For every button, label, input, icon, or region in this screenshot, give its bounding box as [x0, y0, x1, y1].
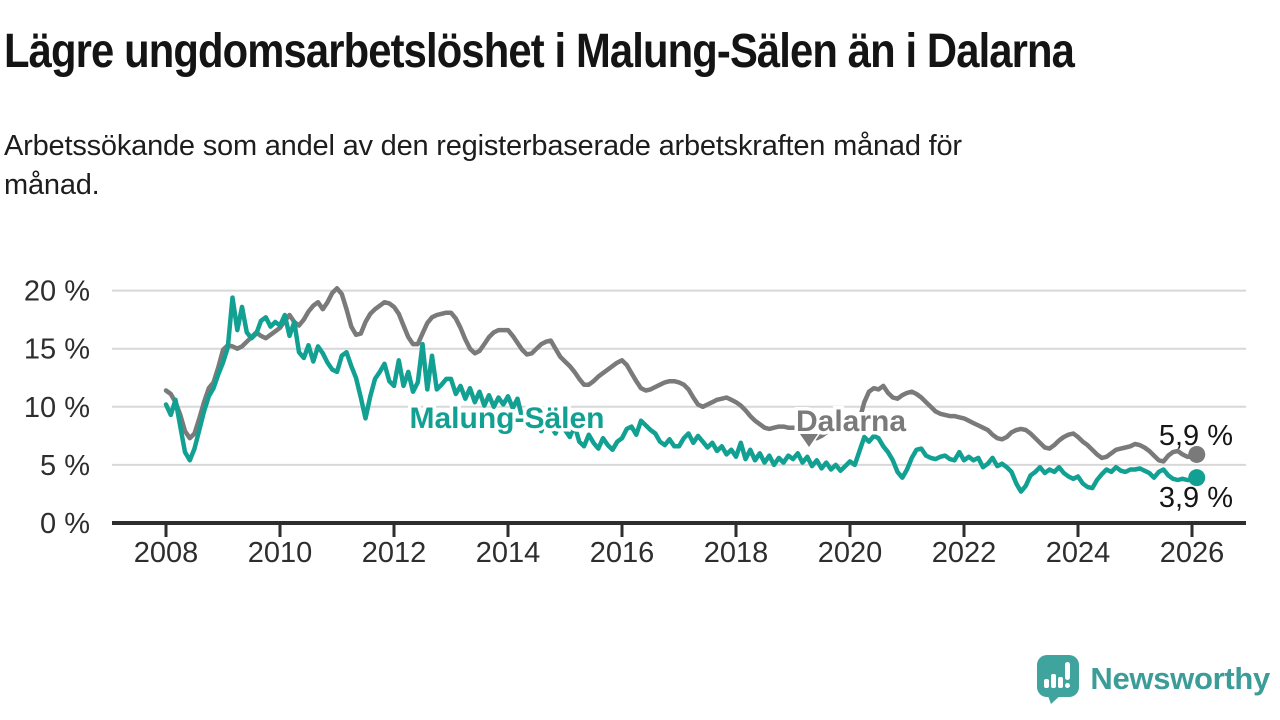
- x-axis-label: 2020: [818, 537, 883, 569]
- x-axis-label: 2024: [1046, 537, 1111, 569]
- line-chart: 0 % 5 % 10 % 15 % 20 % 2008 2010 2012 2014 2016 20…: [24, 276, 1246, 569]
- y-axis-label: 0 %: [40, 508, 90, 540]
- x-axis-label: 2026: [1160, 537, 1225, 569]
- y-axis-label: 10 %: [24, 392, 90, 424]
- series-line-dalarna: [163, 286, 1200, 464]
- newsworthy-branding: Newsworthy: [1036, 654, 1270, 704]
- end-dot-dalarna: [1188, 445, 1206, 463]
- x-axis-label: 2014: [476, 537, 541, 569]
- x-axis-label: 2012: [362, 537, 427, 569]
- end-dot-malung-s-len: [1188, 469, 1206, 487]
- y-axis-label: 5 %: [40, 450, 90, 482]
- y-axis-label: 15 %: [24, 334, 90, 366]
- end-label-malung-salen: 3,9 %: [1159, 482, 1233, 514]
- x-axis-label: 2010: [248, 537, 313, 569]
- chart-subtitle: Arbetssökande som andel av den registerb…: [4, 130, 962, 201]
- x-axis-label: 2022: [932, 537, 997, 569]
- x-axis-label: 2008: [134, 537, 199, 569]
- series-line-malung-s-len: [163, 295, 1200, 494]
- chart-title: Lägre ungdomsarbetslöshet i Malung-Sälen…: [4, 25, 1075, 78]
- end-label-dalarna: 5,9 %: [1159, 420, 1233, 452]
- newsworthy-wordmark: Newsworthy: [1090, 661, 1270, 696]
- series-label-malung-salen: Malung-Sälen: [409, 402, 604, 435]
- dalarna-label-arrow-icon: [797, 432, 821, 450]
- y-axis-label: 20 %: [24, 276, 90, 308]
- x-axis-label: 2018: [704, 537, 769, 569]
- x-axis-label: 2016: [590, 537, 655, 569]
- newsworthy-logo-icon: [1037, 655, 1080, 704]
